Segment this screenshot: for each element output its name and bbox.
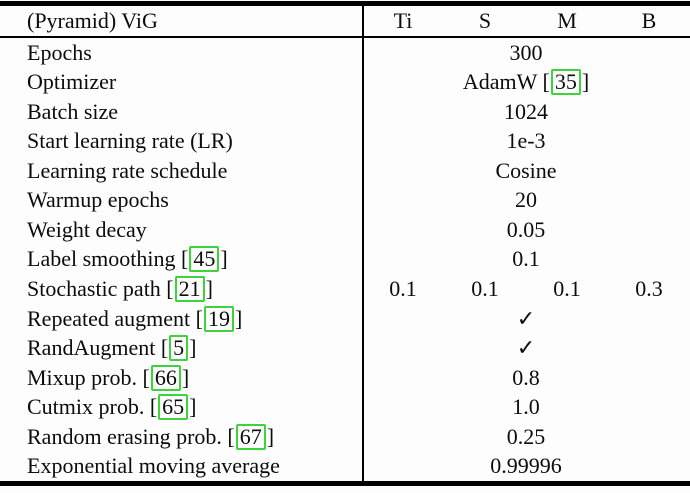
label-text: ] [189, 335, 197, 361]
row-label: Learning rate schedule [27, 157, 228, 183]
table-header-rule [0, 36, 690, 38]
row-value: 0.8 [512, 364, 540, 390]
column-header-ti: Ti [393, 8, 413, 33]
table-row-epochs: Epochs 300 [0, 38, 690, 68]
row-value: 1024 [504, 98, 548, 124]
row-label: Repeated augment [19] [0, 305, 362, 332]
row-label: Warmup epochs [27, 187, 169, 213]
row-value: 0.05 [506, 216, 546, 242]
column-header-s: S [478, 8, 492, 33]
column-header-b: B [641, 8, 657, 33]
value-m: 0.1 [553, 276, 581, 302]
value-text: ] [581, 69, 590, 95]
label-text: ] [266, 423, 275, 449]
row-label: Exponential moving average [27, 453, 280, 479]
label-text: ] [234, 305, 243, 331]
row-label: Cutmix prob. [65] [0, 394, 362, 421]
value-s: 0.1 [471, 276, 499, 302]
table-row-batch-size: Batch size 1024 [0, 97, 690, 127]
row-label: RandAugment [5] [0, 335, 362, 362]
value-ti: 0.1 [389, 276, 417, 302]
row-value: 0.25 [506, 423, 546, 449]
header-model-label: (Pyramid) ViG [27, 8, 158, 33]
label-text: Mixup prob. [ [27, 364, 150, 390]
table-row-optimizer: Optimizer AdamW [35] [0, 68, 690, 98]
table-top-rule [0, 1, 690, 6]
citation-link[interactable]: 65 [158, 394, 189, 421]
label-text: ] [189, 394, 197, 420]
label-text: ] [220, 246, 228, 272]
table-row-mixup-prob: Mixup prob. [66] 0.8 [0, 363, 690, 393]
value-b: 0.3 [635, 276, 663, 302]
checkmark-icon: ✓ [516, 335, 536, 361]
citation-link[interactable]: 19 [203, 305, 234, 332]
row-label: Start learning rate (LR) [27, 128, 233, 154]
label-text: Label smoothing [ [27, 246, 189, 272]
label-text: ] [205, 276, 213, 302]
checkmark-icon: ✓ [516, 305, 536, 331]
value-text: AdamW [ [462, 69, 550, 95]
table-body: Epochs 300 Optimizer AdamW [35] Batch si… [0, 38, 690, 481]
table-row-warmup-epochs: Warmup epochs 20 [0, 186, 690, 216]
label-text: Random erasing prob. [ [27, 423, 235, 449]
row-label: Label smoothing [45] [0, 246, 362, 273]
table-row-cutmix-prob: Cutmix prob. [65] 1.0 [0, 392, 690, 422]
table-row-lr-schedule: Learning rate schedule Cosine [0, 156, 690, 186]
citation-link[interactable]: 66 [150, 364, 181, 391]
table-row-stochastic-path: Stochastic path [21] 0.1 0.1 0.1 0.3 [0, 274, 690, 304]
table-row-repeated-augment: Repeated augment [19] ✓ [0, 304, 690, 334]
table-column-divider [362, 6, 364, 481]
row-label: Random erasing prob. [67] [0, 423, 362, 450]
label-text: Stochastic path [ [27, 276, 174, 302]
table-row-weight-decay: Weight decay 0.05 [0, 215, 690, 245]
label-text: RandAugment [ [27, 335, 169, 361]
citation-link[interactable]: 21 [174, 276, 205, 303]
row-value: AdamW [35] [362, 69, 690, 96]
header-columns: Ti S M B [362, 10, 690, 32]
row-value: 20 [515, 187, 537, 213]
row-value: 1.0 [512, 394, 540, 420]
table-header-row: (Pyramid) ViG Ti S M B [0, 6, 690, 36]
row-label: Mixup prob. [66] [0, 364, 362, 391]
row-label: Weight decay [27, 216, 147, 242]
table-row-ema: Exponential moving average 0.99996 [0, 451, 690, 481]
table-row-random-erasing: Random erasing prob. [67] 0.25 [0, 422, 690, 452]
label-text: ] [181, 364, 190, 390]
row-label: Batch size [27, 98, 119, 124]
label-text: Cutmix prob. [ [27, 394, 158, 420]
row-label: Stochastic path [21] [0, 276, 362, 303]
row-value: 300 [509, 39, 543, 65]
table-bottom-rule [0, 481, 690, 486]
label-text: Repeated augment [ [27, 305, 203, 331]
row-value: 1e-3 [506, 128, 546, 154]
column-header-m: M [557, 8, 577, 33]
citation-link[interactable]: 35 [550, 69, 581, 96]
table-row-label-smoothing: Label smoothing [45] 0.1 [0, 245, 690, 275]
row-values: 0.1 0.1 0.1 0.3 [362, 278, 690, 300]
row-value: 0.1 [512, 246, 540, 272]
citation-link[interactable]: 45 [189, 246, 220, 273]
row-label: Epochs [27, 39, 92, 65]
citation-link[interactable]: 5 [169, 335, 189, 362]
row-value: Cosine [495, 157, 557, 183]
row-value: 0.99996 [490, 453, 562, 479]
citation-link[interactable]: 67 [235, 423, 266, 450]
table-row-randaugment: RandAugment [5] ✓ [0, 333, 690, 363]
table-row-start-lr: Start learning rate (LR) 1e-3 [0, 127, 690, 157]
row-label: Optimizer [27, 69, 117, 95]
